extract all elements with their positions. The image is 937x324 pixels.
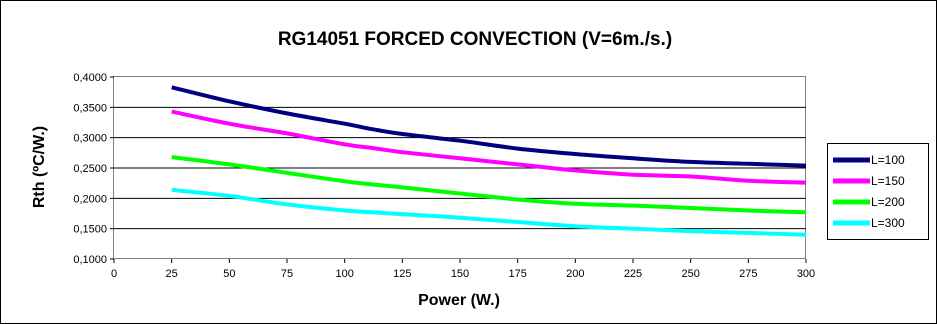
x-tick-label: 150 xyxy=(451,268,469,280)
y-tick-label: 0,1500 xyxy=(73,224,107,236)
y-tick-label: 0,3000 xyxy=(73,133,107,145)
x-tick-label: 275 xyxy=(739,268,757,280)
x-axis-title: Power (W.) xyxy=(418,292,500,309)
legend-label: L=150 xyxy=(871,174,905,188)
legend-label: L=200 xyxy=(871,195,905,209)
legend-label: L=100 xyxy=(871,153,905,167)
legend-label: L=300 xyxy=(871,216,905,230)
series-line xyxy=(171,187,807,237)
x-tick-label: 0 xyxy=(111,268,117,280)
grid-layer xyxy=(114,106,806,230)
x-tick-label: 100 xyxy=(335,268,353,280)
x-tick-label: 200 xyxy=(566,268,584,280)
y-axis-ticks: 0,1000 0,1500 0,2000 0,2500 0,3000 0,3500 0,40… xyxy=(73,72,114,266)
x-tick-label: 225 xyxy=(624,268,642,280)
y-tick-label: 0,2000 xyxy=(73,193,107,205)
series-line xyxy=(171,85,807,168)
legend: L=100 L=150 L=200 L=300 xyxy=(827,143,929,240)
x-tick-label: 125 xyxy=(393,268,411,280)
series-line xyxy=(171,155,807,215)
x-tick-label: 25 xyxy=(166,268,178,280)
x-tick-label: 75 xyxy=(281,268,293,280)
y-axis-title: Rth (ºC/W.) xyxy=(31,126,48,208)
y-tick-label: 0,3500 xyxy=(73,102,107,114)
x-axis-ticks: 0 25 50 75 100 125 150 175 200 225 250 275 300 xyxy=(111,259,815,280)
x-tick-label: 250 xyxy=(681,268,699,280)
chart-title: RG14051 FORCED CONVECTION (V=6m./s.) xyxy=(278,29,672,50)
y-tick-label: 0,4000 xyxy=(73,72,107,84)
x-tick-label: 175 xyxy=(508,268,526,280)
x-tick-label: 50 xyxy=(223,268,235,280)
x-tick-label: 300 xyxy=(797,268,815,280)
y-tick-label: 0,1000 xyxy=(73,254,107,266)
y-tick-label: 0,2500 xyxy=(73,163,107,175)
series-layer xyxy=(171,85,807,237)
series-line xyxy=(171,109,807,185)
